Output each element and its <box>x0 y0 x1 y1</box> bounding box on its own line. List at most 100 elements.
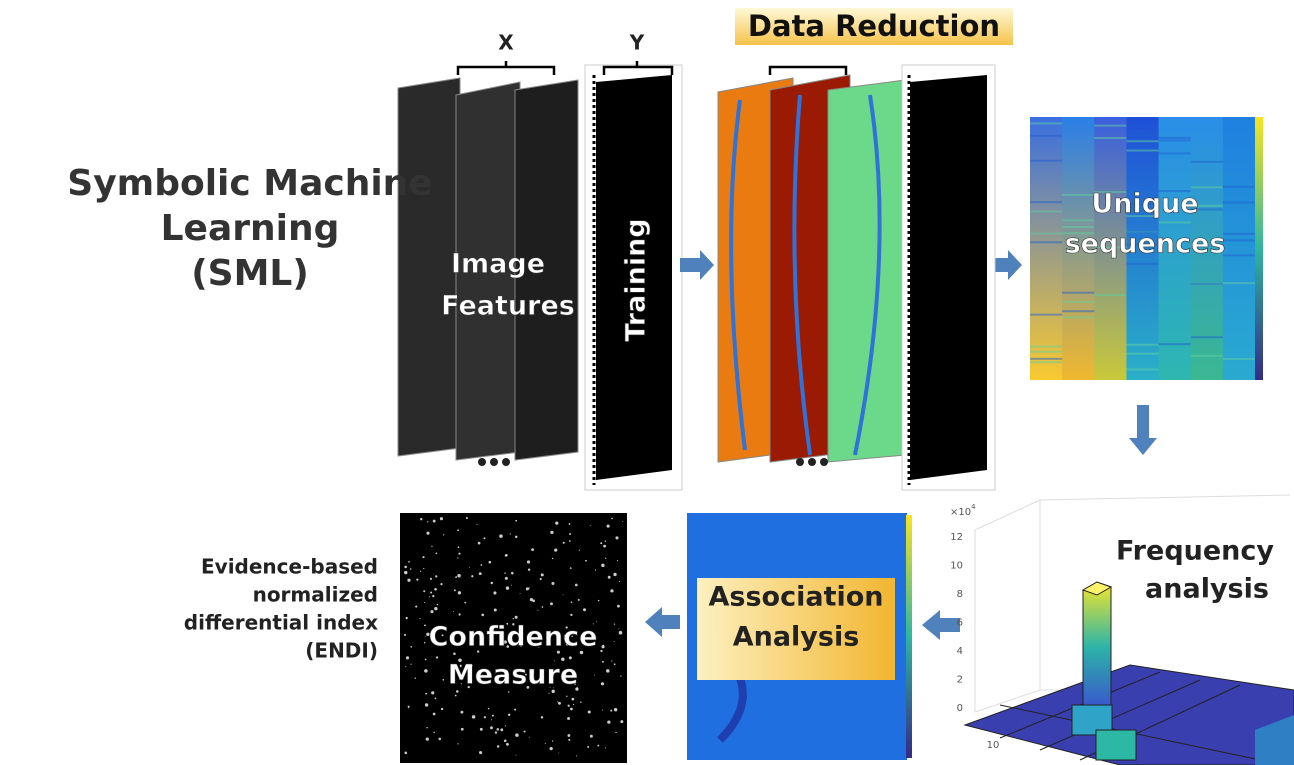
speck <box>433 713 436 716</box>
brace-label: X <box>498 31 514 55</box>
speck <box>611 660 612 661</box>
speck <box>424 669 428 673</box>
heat-row <box>1126 134 1158 136</box>
endi-line: (ENDI) <box>305 639 378 663</box>
speck <box>529 587 530 588</box>
speck <box>405 752 408 755</box>
heat-row <box>1223 201 1255 203</box>
speck <box>426 727 427 728</box>
speck <box>607 720 610 723</box>
unique-sequences-label: sequences <box>1065 229 1226 260</box>
speck <box>433 732 434 733</box>
speck <box>620 720 623 723</box>
speck <box>408 561 410 563</box>
speck <box>567 734 570 737</box>
speck <box>500 728 503 731</box>
speck <box>530 598 533 601</box>
speck <box>466 517 468 519</box>
speck <box>583 608 586 611</box>
speck <box>453 611 454 612</box>
speck <box>600 542 602 544</box>
speck <box>515 536 517 538</box>
speck <box>460 711 463 714</box>
speck <box>551 582 554 585</box>
diagram: Symbolic Machine Learning (SML) X Y Data… <box>0 0 1294 765</box>
speck <box>404 634 406 636</box>
speck <box>563 542 565 544</box>
speck <box>619 581 620 582</box>
speck <box>613 573 616 576</box>
association-label: Association <box>709 582 884 613</box>
speck <box>563 594 564 595</box>
speck <box>601 682 604 685</box>
speck <box>614 663 616 665</box>
speck <box>425 703 428 706</box>
speck <box>602 661 604 663</box>
heat-row <box>1126 263 1158 265</box>
speck <box>429 596 430 597</box>
heat-row <box>1030 241 1062 243</box>
speck <box>406 617 408 619</box>
z-tick-label: 8 <box>957 589 963 600</box>
heat-row <box>1030 351 1062 353</box>
speck <box>554 548 557 551</box>
speck <box>515 733 519 737</box>
speck <box>615 732 616 733</box>
speck <box>426 532 429 535</box>
heat-row <box>1159 152 1191 154</box>
speck <box>504 572 505 573</box>
speck <box>431 691 434 694</box>
speck <box>434 607 437 610</box>
z-tick-label: 6 <box>957 618 963 629</box>
endi-line: Evidence-based <box>201 555 378 579</box>
heat-row <box>1030 232 1062 234</box>
speck <box>495 731 497 733</box>
speck <box>426 693 428 695</box>
title-line: Symbolic Machine <box>67 163 432 204</box>
speck <box>578 599 580 601</box>
speck <box>558 702 561 705</box>
title-line: Learning <box>161 208 340 249</box>
speck <box>455 576 457 578</box>
axis-multiplier: ×104 <box>950 503 976 518</box>
speck <box>585 560 587 562</box>
speck <box>605 747 606 748</box>
speck <box>575 584 578 587</box>
speck <box>570 614 572 616</box>
heat-row <box>1191 161 1223 163</box>
heat-row <box>1159 139 1191 141</box>
speck <box>600 650 602 652</box>
confidence-label: Measure <box>448 660 578 691</box>
confidence-label: Confidence <box>429 622 598 653</box>
heat-row <box>1062 310 1094 312</box>
speck <box>580 701 581 702</box>
heat-row <box>1223 233 1255 235</box>
speck <box>515 520 517 522</box>
speck <box>617 560 618 561</box>
speck <box>506 586 509 589</box>
heat-row <box>1126 353 1158 355</box>
speck <box>491 582 493 584</box>
speck <box>552 740 553 741</box>
heat-row <box>1159 137 1191 139</box>
speck <box>529 737 530 738</box>
heat-row <box>1126 344 1158 346</box>
speck <box>505 554 507 556</box>
heat-row <box>1030 122 1062 124</box>
speck <box>490 726 493 729</box>
speck <box>614 623 615 624</box>
heat-row <box>1223 254 1255 256</box>
speck <box>459 613 461 615</box>
speck <box>415 678 416 679</box>
speck <box>552 558 553 559</box>
speck <box>430 578 432 580</box>
speck <box>531 548 534 551</box>
speck <box>440 583 442 585</box>
speck <box>432 595 434 597</box>
speck <box>569 540 571 542</box>
image-features-label: Image <box>451 249 545 280</box>
heat-row <box>1191 336 1223 338</box>
speck <box>587 746 589 748</box>
image-features-label: Features <box>441 291 575 322</box>
speck <box>619 631 623 635</box>
